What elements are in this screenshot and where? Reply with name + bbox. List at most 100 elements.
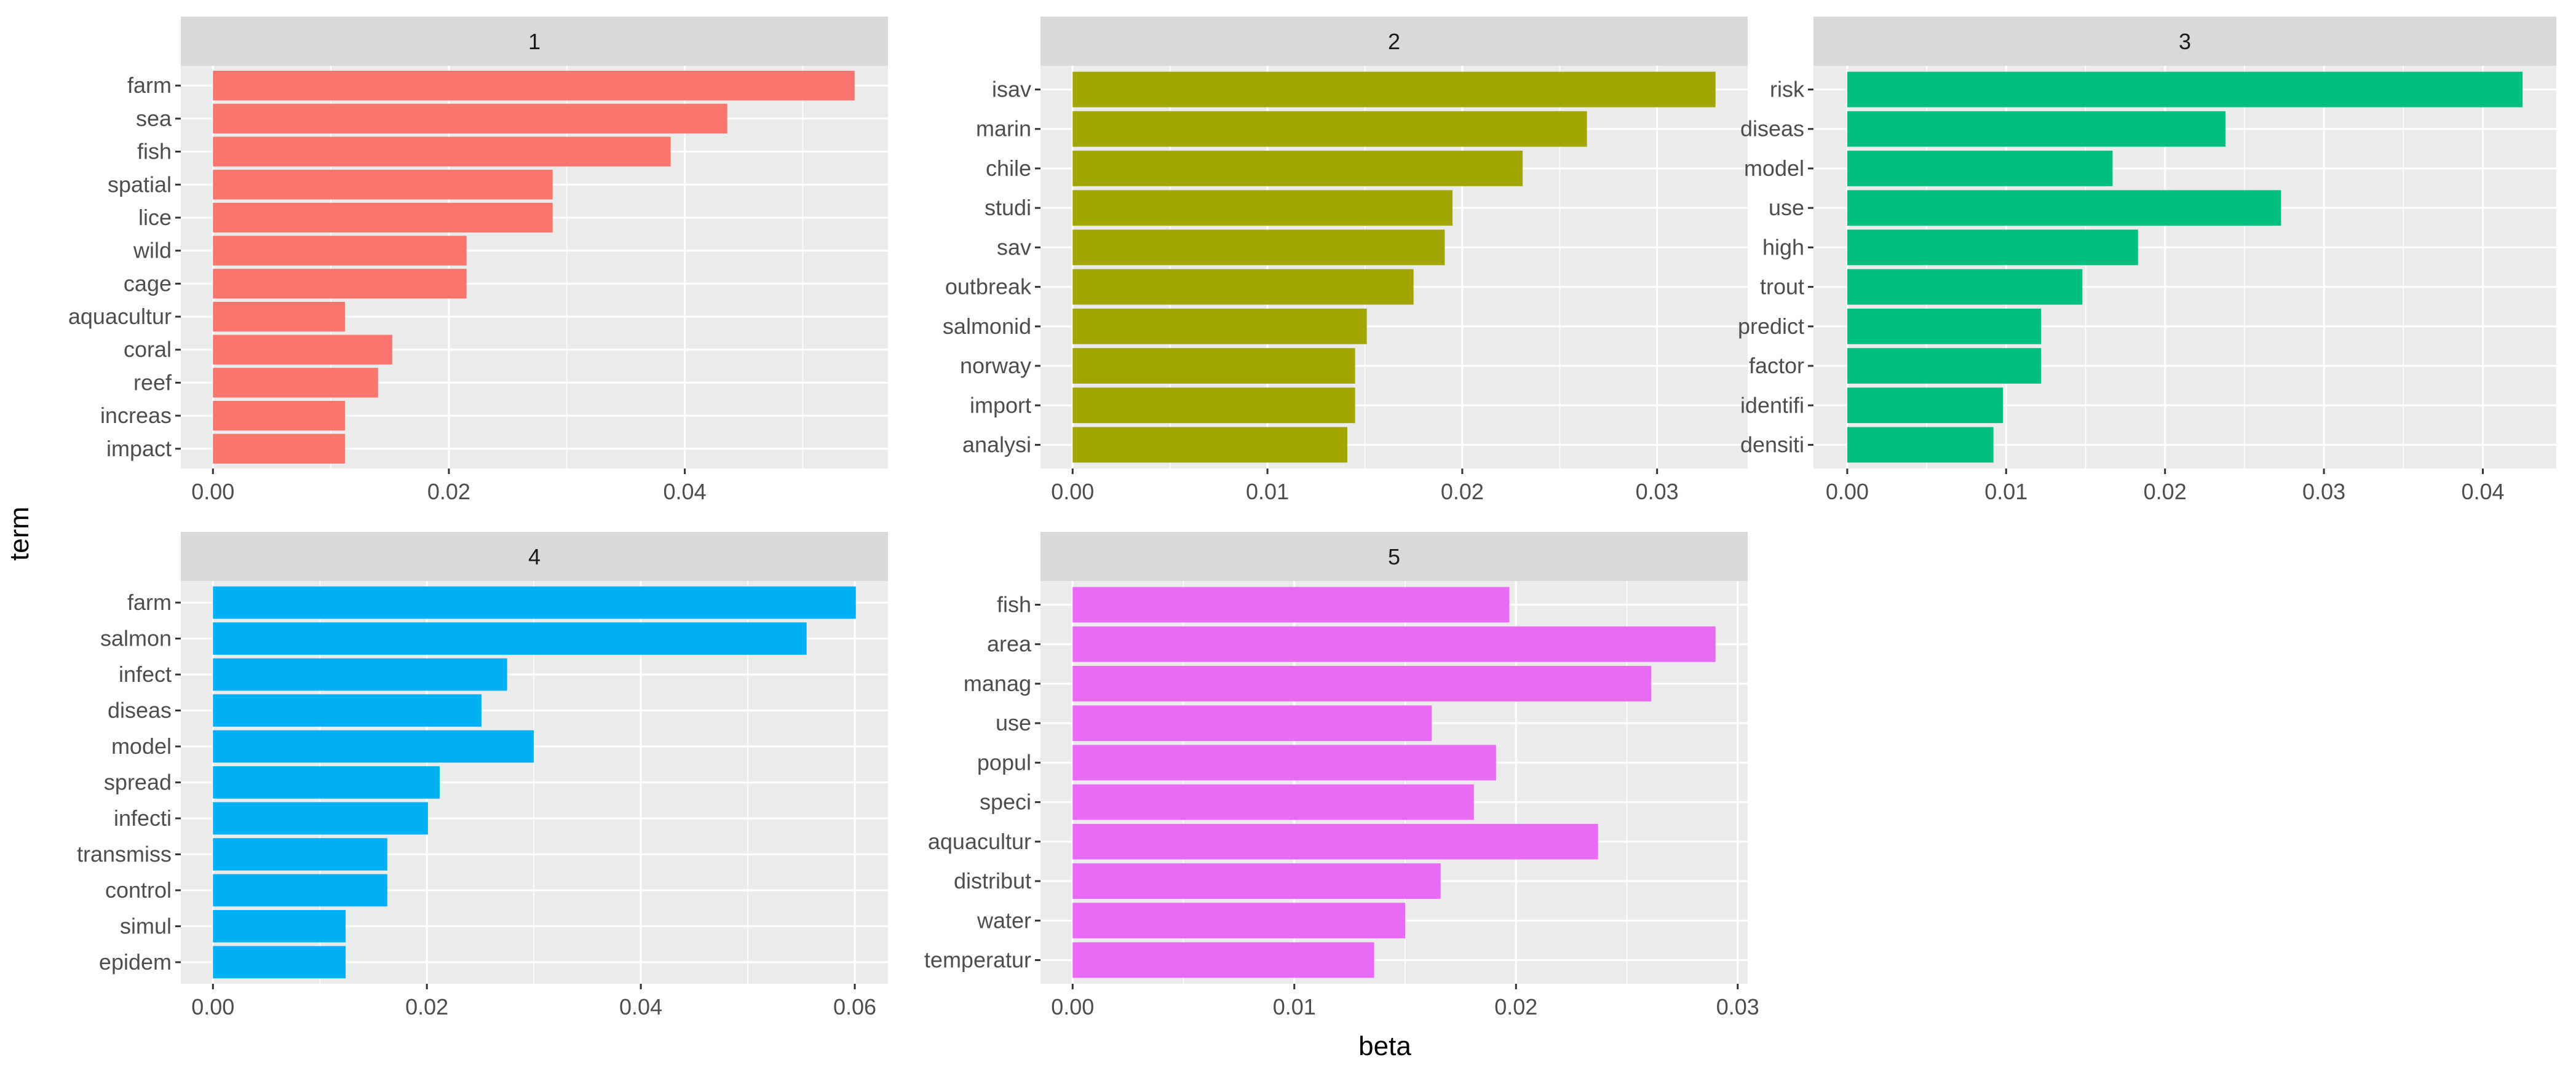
- bar-reef: [213, 368, 378, 398]
- bar-farm: [213, 586, 856, 619]
- y-tick-label: fish: [137, 139, 172, 164]
- bar-distribut: [1072, 863, 1441, 899]
- x-tick-label: 0.02: [405, 994, 448, 1019]
- facet-strip: [181, 17, 888, 66]
- x-tick-label: 0.02: [1494, 994, 1537, 1019]
- y-tick-label: distribut: [954, 868, 1031, 893]
- y-tick-label: fish: [997, 592, 1031, 617]
- bar-popul: [1072, 745, 1496, 781]
- y-tick-label: farm: [127, 73, 172, 98]
- y-tick-label: simul: [120, 913, 172, 938]
- y-tick-label: speci: [980, 789, 1031, 815]
- y-tick-label: analysi: [962, 432, 1031, 457]
- facet-strip-label: 4: [528, 544, 541, 569]
- y-tick-label: impact: [106, 436, 172, 461]
- facet-panels: 1 farm sea fish spatial lice wild cage aquacultu…: [68, 17, 2556, 1019]
- y-tick-label: norway: [960, 353, 1031, 378]
- y-tick-label: use: [1769, 195, 1804, 220]
- bar-diseas: [1847, 111, 2225, 147]
- bar-salmon: [213, 622, 807, 655]
- y-tick-label: studi: [985, 195, 1031, 220]
- x-tick-label: 0.02: [427, 479, 470, 504]
- bar-coral: [213, 334, 392, 365]
- y-tick-label: risk: [1770, 77, 1805, 102]
- facet-strip: [1040, 17, 1748, 66]
- bar-sav: [1072, 229, 1445, 266]
- bar-model: [213, 730, 534, 763]
- bar-use: [1072, 705, 1432, 742]
- bar-aquacultur: [213, 301, 346, 332]
- y-tick-label: temperatur: [924, 947, 1031, 972]
- bar-densiti: [1847, 427, 1994, 463]
- y-tick-label: marin: [976, 116, 1031, 141]
- y-tick-label: factor: [1749, 353, 1804, 378]
- y-tick-label: isav: [992, 77, 1031, 102]
- x-tick-label: 0.06: [833, 994, 876, 1019]
- y-tick-label: infect: [119, 662, 172, 687]
- bar-area: [1072, 626, 1716, 662]
- bar-control: [213, 874, 387, 907]
- bar-fish: [1072, 587, 1510, 623]
- y-axis-title: term: [4, 507, 34, 561]
- bar-cage: [213, 269, 467, 299]
- x-tick-label: 0.04: [2461, 479, 2504, 504]
- x-tick-label: 0.04: [664, 479, 707, 504]
- y-tick-label: lice: [138, 205, 172, 230]
- x-tick-label: 0.04: [619, 994, 662, 1019]
- bar-infecti: [213, 802, 428, 835]
- x-tick-label: 0.02: [2144, 479, 2187, 504]
- x-tick-label: 0.00: [191, 479, 234, 504]
- x-tick-label: 0.01: [1246, 479, 1289, 504]
- facet-strip-label: 3: [2179, 29, 2191, 54]
- y-tick-label: reef: [133, 370, 172, 395]
- bar-epidem: [213, 946, 346, 979]
- bar-salmonid: [1072, 308, 1367, 344]
- x-tick-label: 0.00: [1826, 479, 1869, 504]
- bar-risk: [1847, 71, 2523, 108]
- x-tick-label: 0.01: [1273, 994, 1316, 1019]
- bar-predict: [1847, 308, 2042, 344]
- y-tick-label: salmon: [100, 626, 172, 651]
- bar-wild: [213, 235, 467, 266]
- bar-aquacultur: [1072, 823, 1598, 860]
- y-tick-label: aquacultur: [928, 829, 1031, 854]
- bar-import: [1072, 387, 1355, 424]
- y-tick-label: predict: [1738, 314, 1804, 339]
- x-tick-label: 0.00: [1051, 994, 1094, 1019]
- y-tick-label: popul: [977, 750, 1031, 775]
- y-tick-label: sav: [997, 234, 1031, 259]
- y-tick-label: control: [105, 877, 172, 903]
- bar-diseas: [213, 694, 482, 727]
- x-tick-label: 0.00: [1051, 479, 1094, 504]
- y-tick-label: model: [111, 734, 172, 759]
- bar-infect: [213, 658, 507, 691]
- y-tick-label: trout: [1760, 274, 1804, 299]
- facet-strip-label: 1: [528, 29, 541, 54]
- y-tick-label: infecti: [114, 805, 172, 831]
- bar-marin: [1072, 111, 1587, 147]
- y-tick-label: spatial: [108, 172, 172, 197]
- bar-norway: [1072, 348, 1355, 384]
- bar-outbreak: [1072, 269, 1414, 305]
- y-tick-label: import: [970, 392, 1031, 417]
- y-tick-label: salmonid: [943, 314, 1031, 339]
- bar-chile: [1072, 151, 1523, 186]
- y-tick-label: sea: [136, 106, 172, 131]
- y-tick-label: diseas: [1740, 116, 1804, 141]
- y-tick-label: spread: [104, 770, 172, 795]
- y-tick-label: coral: [124, 337, 172, 362]
- facet-panel-4: 4 farm salmon infect diseas model spread infect…: [77, 532, 888, 1019]
- facet-panel-3: 3 risk diseas model use high trout predict facto…: [1738, 17, 2556, 504]
- y-tick-label: increas: [100, 403, 172, 428]
- facet-strip-label: 2: [1388, 29, 1400, 54]
- y-tick-label: epidem: [99, 949, 172, 975]
- y-tick-label: cage: [124, 271, 172, 296]
- bar-spread: [213, 766, 440, 799]
- bar-lice: [213, 202, 553, 233]
- bar-speci: [1072, 784, 1474, 820]
- y-tick-label: water: [977, 908, 1031, 933]
- bar-identifi: [1847, 387, 2003, 424]
- bar-analysi: [1072, 427, 1347, 463]
- x-tick-label: 0.03: [2302, 479, 2345, 504]
